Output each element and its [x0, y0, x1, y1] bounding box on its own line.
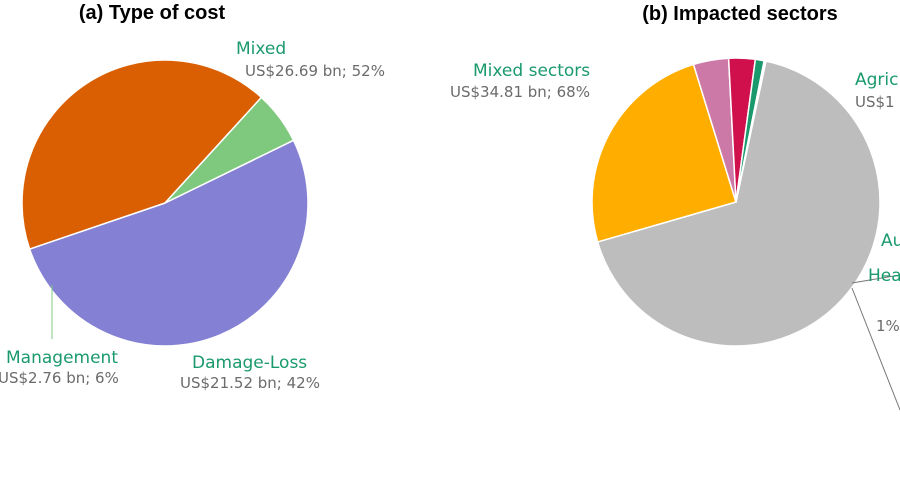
value-mixed-sectors: US$34.81 bn; 68%: [450, 83, 590, 101]
pie-b-slice-5: [735, 59, 767, 203]
label-mixed-sectors: Mixed sectors: [473, 61, 590, 81]
label-agriculture: Agric: [855, 70, 898, 90]
pie-a-slice-1: [21, 59, 263, 251]
label-management: Management: [6, 348, 118, 368]
value-small-slice: 1%: [876, 317, 900, 335]
pie-b-slice-1: [591, 63, 737, 243]
value-damage-loss: US$21.52 bn; 42%: [180, 374, 320, 392]
pie-a-slice-0: [28, 139, 309, 347]
health-leader-line: [851, 274, 900, 284]
label-au: Au: [881, 231, 900, 251]
pie-b-slice-0: [596, 60, 881, 347]
pie-b: [591, 57, 881, 347]
value-management: US$2.76 bn; 6%: [0, 369, 119, 387]
label-health: Hea: [868, 266, 900, 286]
pie-a: [21, 59, 309, 347]
chart-b-title: (b) Impacted sectors: [642, 3, 838, 25]
value-agriculture: US$1: [855, 93, 895, 111]
small-slice-leader-line: [851, 287, 900, 411]
chart-a-title: (a) Type of cost: [79, 2, 226, 24]
label-damage-loss: Damage-Loss: [192, 353, 307, 373]
value-mixed: US$26.69 bn; 52%: [245, 62, 385, 80]
pie-a-slice-2: [164, 96, 295, 204]
label-mixed: Mixed: [236, 39, 286, 59]
